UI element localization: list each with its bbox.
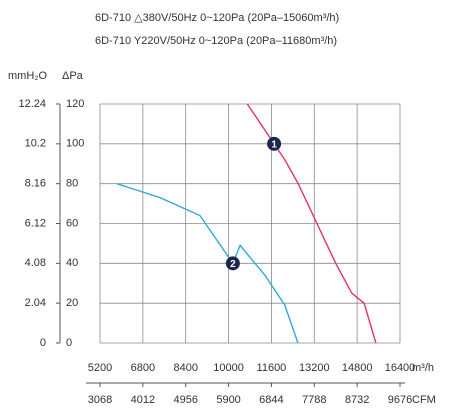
x2-tick-label: 6844 [259,394,283,406]
curve [246,103,377,344]
y-tick-label: 120 [66,98,84,110]
y-tick-label: 60 [66,217,78,229]
subtitle: 6D-710 △380V/50Hz 0~120Pa (20Pa–15060m³/… [95,12,339,24]
x2-tick-label: 3068 [88,394,112,406]
x2-axis-label: CFM [412,394,436,406]
y2-axis-label: mmH₂O [8,70,48,82]
y-tick-label: 80 [66,178,78,190]
y2-tick-label: 6.12 [25,217,46,229]
y-tick-label: 0 [66,337,72,349]
x-axis-label: m³/h [412,362,434,374]
x-tick-label: 16400 [385,362,416,374]
y2-tick-label: 4.08 [25,257,46,269]
x2-tick-label: 7788 [302,394,326,406]
y2-tick-label: 12.24 [18,98,46,110]
x2-tick-label: 5900 [216,394,240,406]
y2-tick-label: 10.2 [25,138,46,150]
curve [116,183,299,344]
x2-tick-label: 4012 [131,394,155,406]
x-tick-label: 11600 [257,362,287,374]
curve-label: 2 [230,259,236,270]
curve-marker [225,256,240,271]
y2-tick-label: 2.04 [25,297,46,309]
x-tick-label: 5200 [88,362,112,374]
y2-tick-label: 0 [40,337,46,349]
subtitle: 6D-710 Y220V/50Hz 0~120Pa (20Pa–11680m³/… [95,35,337,47]
y2-tick-label: 8.16 [25,178,46,190]
curve-marker [267,136,282,151]
x2-tick-label: 4956 [173,394,197,406]
y-tick-label: 20 [66,297,78,309]
x2-tick-label: 9676 [388,394,412,406]
x-tick-label: 6800 [131,362,155,374]
x2-tick-label: 8732 [345,394,369,406]
curve-label: 1 [271,139,277,150]
x-tick-label: 8400 [173,362,197,374]
x-tick-label: 14800 [342,362,373,374]
x-tick-label: 10000 [213,362,244,374]
y-tick-label: 40 [66,257,78,269]
x-tick-label: 13200 [299,362,330,374]
y-tick-label: 100 [66,138,84,150]
y-axis-label: ΔPa [62,70,84,82]
